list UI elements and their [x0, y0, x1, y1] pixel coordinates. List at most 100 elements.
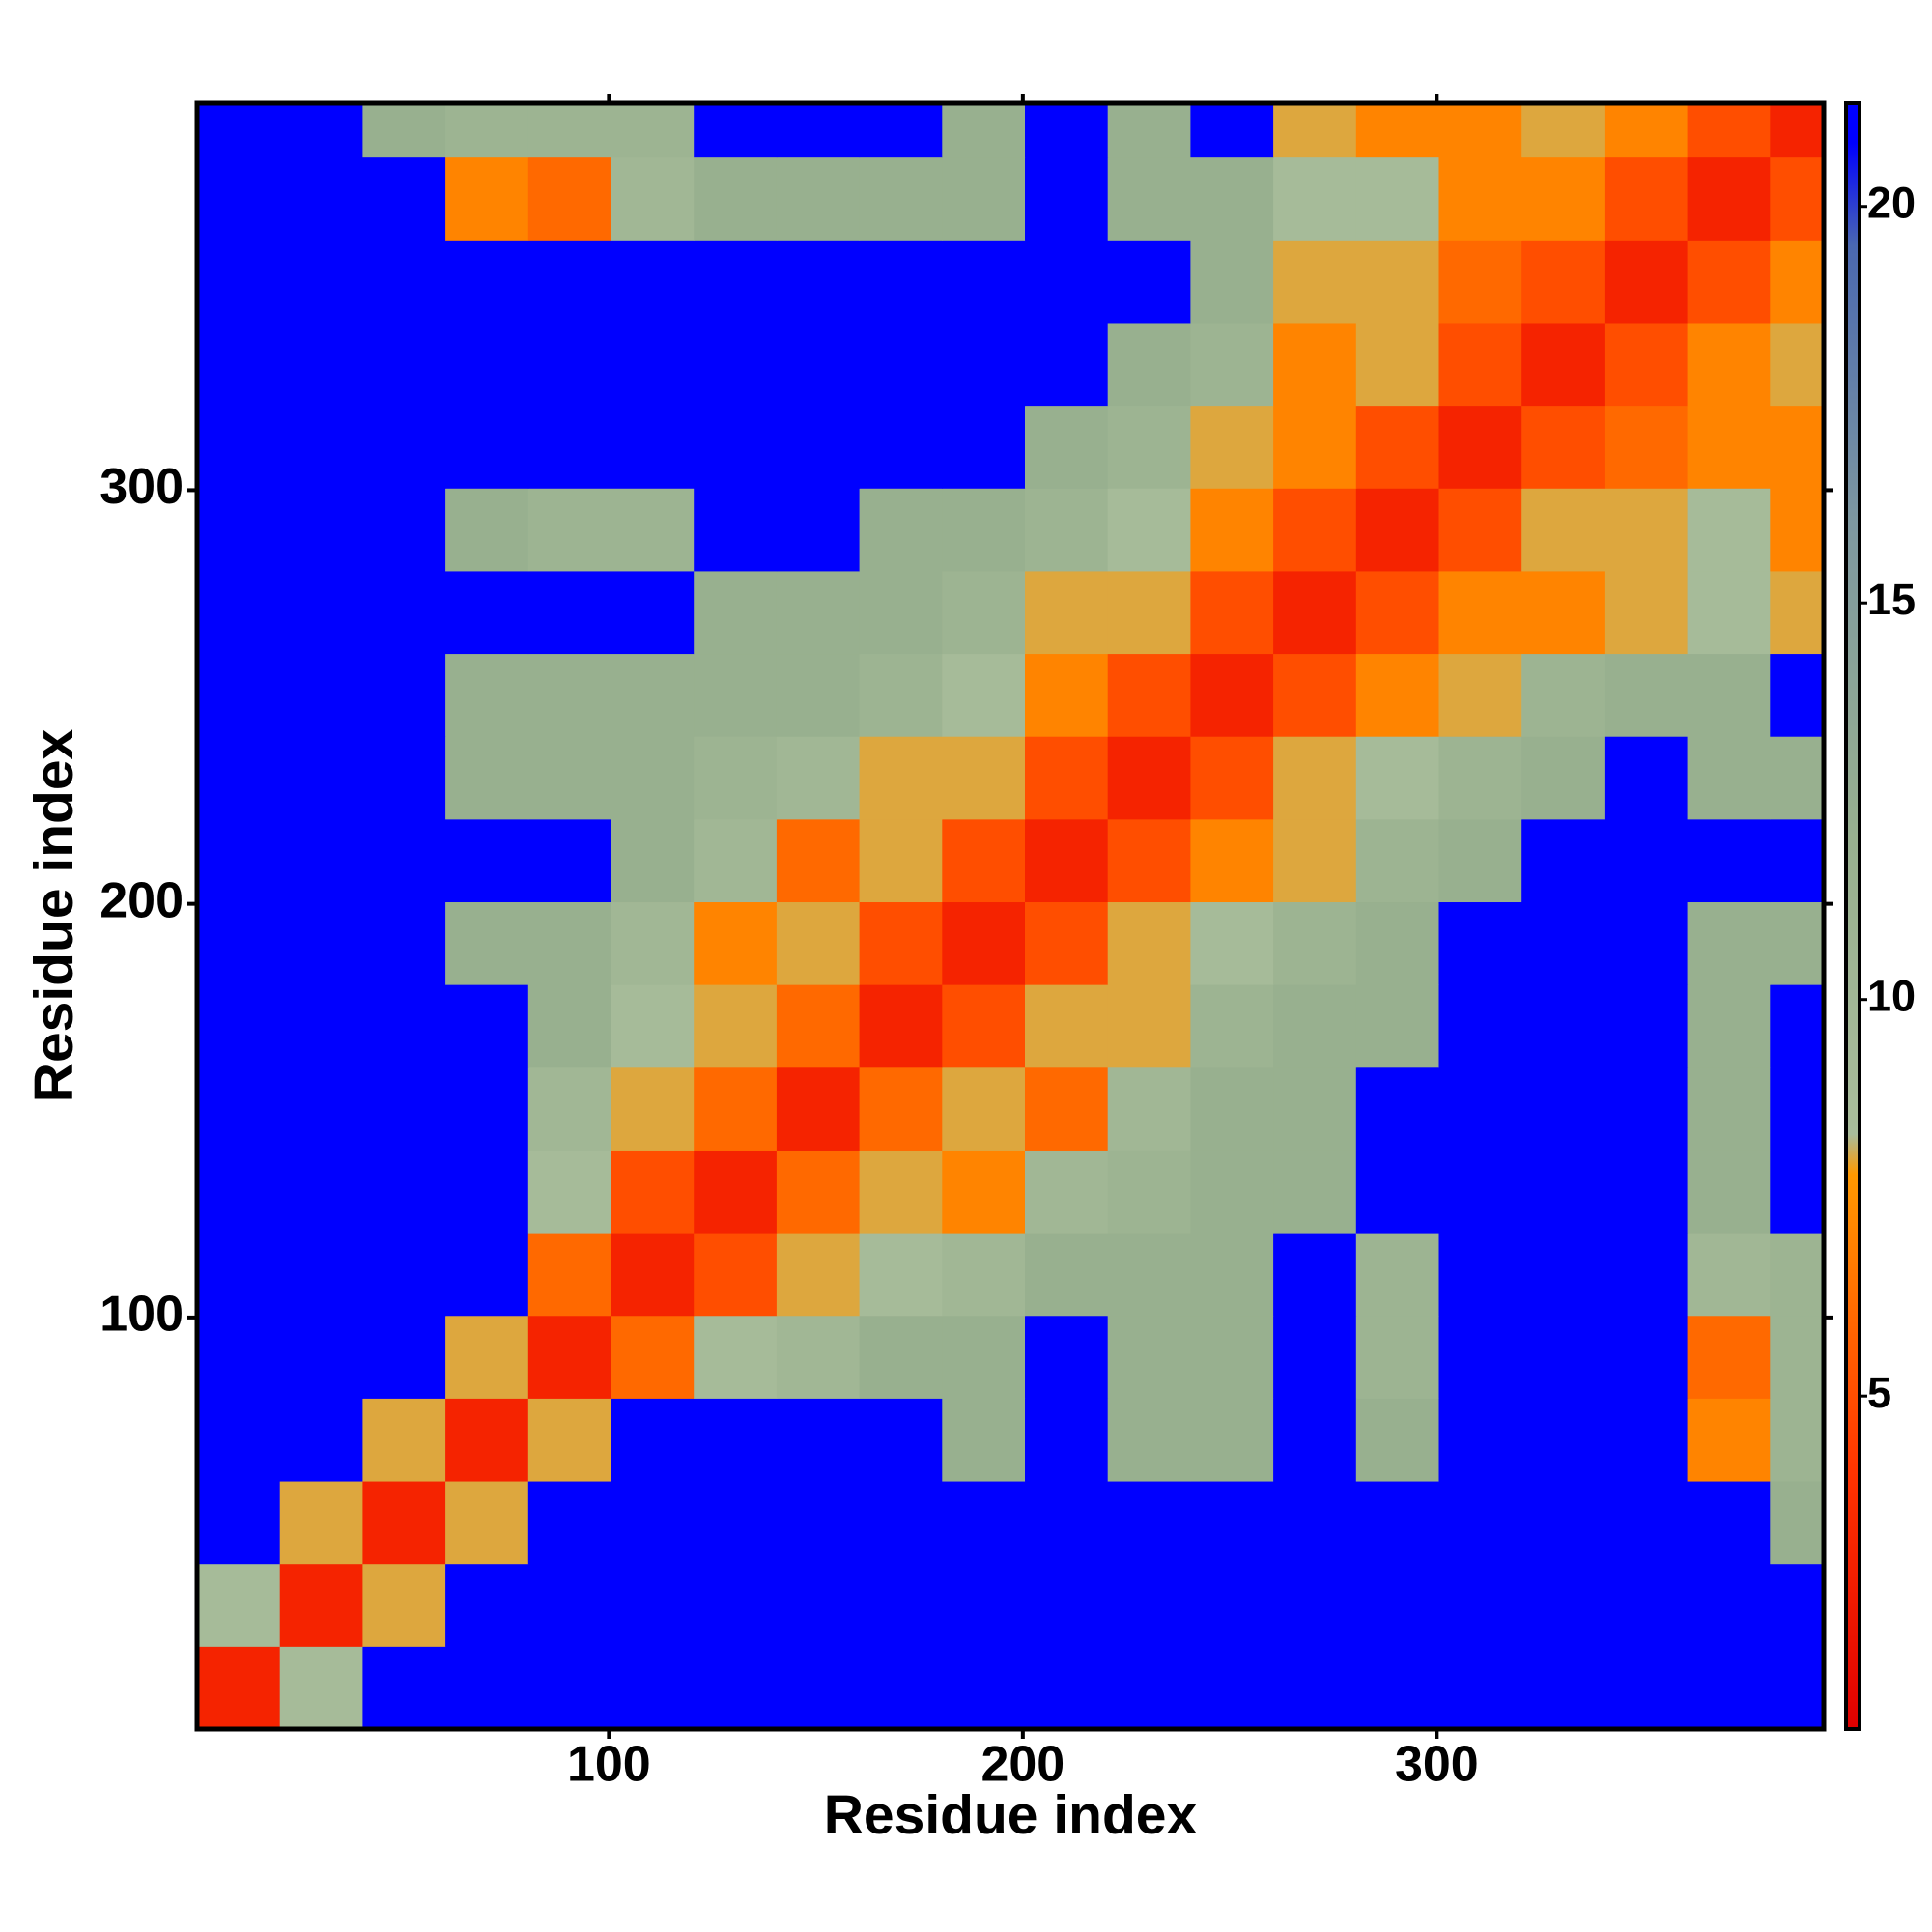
heatmap-cell: [445, 818, 529, 903]
heatmap-cell: [1107, 1563, 1191, 1647]
heatmap-cell: [1107, 818, 1191, 903]
heatmap-cell: [1190, 653, 1274, 737]
colorbar-tick-label: 10: [1867, 972, 1916, 1021]
heatmap-cell: [1107, 1066, 1191, 1151]
x-tick-label: 300: [1395, 1737, 1479, 1793]
heatmap-cell: [1273, 1150, 1357, 1234]
heatmap-cell: [694, 1233, 778, 1317]
heatmap-cell: [942, 1233, 1026, 1317]
heatmap-cell: [1107, 1315, 1191, 1399]
heatmap-cell: [1273, 322, 1357, 407]
heatmap-cell: [1770, 901, 1825, 985]
heatmap-cell: [1687, 736, 1771, 820]
heatmap-cell: [445, 1646, 529, 1730]
heatmap-cell: [942, 1646, 1026, 1730]
heatmap-cell: [362, 405, 446, 489]
heatmap-cell: [1438, 901, 1522, 985]
heatmap-cell: [362, 570, 446, 655]
heatmap-cell: [527, 1646, 611, 1730]
heatmap-cell: [1107, 156, 1191, 241]
heatmap-cell: [776, 1398, 861, 1482]
heatmap-cell: [611, 1646, 695, 1730]
heatmap-cell: [1355, 1150, 1439, 1234]
heatmap-cell: [1190, 240, 1274, 324]
heatmap-cell: [1438, 1646, 1522, 1730]
heatmap-cell: [611, 736, 695, 820]
heatmap-cell: [1273, 901, 1357, 985]
heatmap-cell: [776, 1066, 861, 1151]
heatmap-cell: [1770, 570, 1825, 655]
heatmap-cell: [1770, 1646, 1825, 1730]
heatmap-cell: [942, 901, 1026, 985]
heatmap-cell: [1190, 405, 1274, 489]
heatmap-cell: [362, 1398, 446, 1482]
heatmap-cell: [1687, 1563, 1771, 1647]
heatmap-cell: [1687, 1066, 1771, 1151]
colorbar-tick-label: 20: [1867, 179, 1916, 228]
heatmap-cell: [1687, 901, 1771, 985]
y-tick-label: 100: [99, 1287, 184, 1343]
heatmap-cell: [1604, 984, 1689, 1068]
heatmap-cell: [445, 736, 529, 820]
heatmap-cell: [197, 1646, 281, 1730]
heatmap-cell: [859, 1150, 943, 1234]
heatmap-cell: [1190, 984, 1274, 1068]
x-tick-label: 100: [567, 1737, 651, 1793]
heatmap-cell: [279, 103, 363, 158]
heatmap-cell: [1604, 1398, 1689, 1482]
heatmap-cell: [611, 240, 695, 324]
heatmap-cell: [1687, 653, 1771, 737]
heatmap-cell: [611, 1398, 695, 1482]
heatmap-cell: [694, 818, 778, 903]
heatmap-cell: [1355, 103, 1439, 158]
heatmap-cell: [1521, 570, 1605, 655]
heatmap-cell: [694, 156, 778, 241]
heatmap-cell: [527, 1481, 611, 1565]
heatmap-cell: [1190, 818, 1274, 903]
heatmap-cell: [1521, 240, 1605, 324]
heatmap-cell: [1190, 1398, 1274, 1482]
heatmap-cell: [1190, 736, 1274, 820]
heatmap-cell: [1024, 1315, 1109, 1399]
x-axis-title: Residue index: [824, 1784, 1198, 1846]
heatmap-cell: [776, 901, 861, 985]
heatmap-cell: [1770, 405, 1825, 489]
heatmap-cell: [942, 818, 1026, 903]
heatmap-cell: [1355, 570, 1439, 655]
heatmap-cell: [527, 1315, 611, 1399]
heatmap-cell: [1604, 1481, 1689, 1565]
heatmap-cell: [611, 322, 695, 407]
heatmap-cell: [1687, 984, 1771, 1068]
heatmap-cell: [445, 1233, 529, 1317]
heatmap-cell: [1355, 1315, 1439, 1399]
heatmap-cell: [1190, 103, 1274, 158]
heatmap-cell: [197, 653, 281, 737]
heatmap-cell: [1438, 570, 1522, 655]
heatmap-cell: [1273, 156, 1357, 241]
heatmap-cell: [1521, 818, 1605, 903]
heatmap-cell: [1024, 818, 1109, 903]
heatmap-cell: [942, 1481, 1026, 1565]
heatmap-cell: [1438, 653, 1522, 737]
heatmap-cell: [1521, 1398, 1605, 1482]
heatmap-cell: [942, 736, 1026, 820]
heatmap-cell: [694, 488, 778, 572]
heatmap-cell: [1355, 1481, 1439, 1565]
heatmap-cell: [1521, 1481, 1605, 1565]
heatmap-cell: [527, 1066, 611, 1151]
heatmap-cell: [362, 1315, 446, 1399]
heatmap-cell: [611, 1233, 695, 1317]
heatmap-cell: [1438, 156, 1522, 241]
heatmap-cell: [1770, 1481, 1825, 1565]
heatmap-cell: [694, 653, 778, 737]
heatmap-cell: [776, 736, 861, 820]
heatmap-cell: [1107, 1646, 1191, 1730]
heatmap-cell: [362, 736, 446, 820]
heatmap-cell: [1438, 1315, 1522, 1399]
heatmap-cell: [942, 653, 1026, 737]
heatmap-cell: [1770, 322, 1825, 407]
heatmap-cell: [1024, 1066, 1109, 1151]
heatmap-cell: [1770, 1315, 1825, 1399]
heatmap-cell: [362, 901, 446, 985]
heatmap-cell: [1770, 653, 1825, 737]
